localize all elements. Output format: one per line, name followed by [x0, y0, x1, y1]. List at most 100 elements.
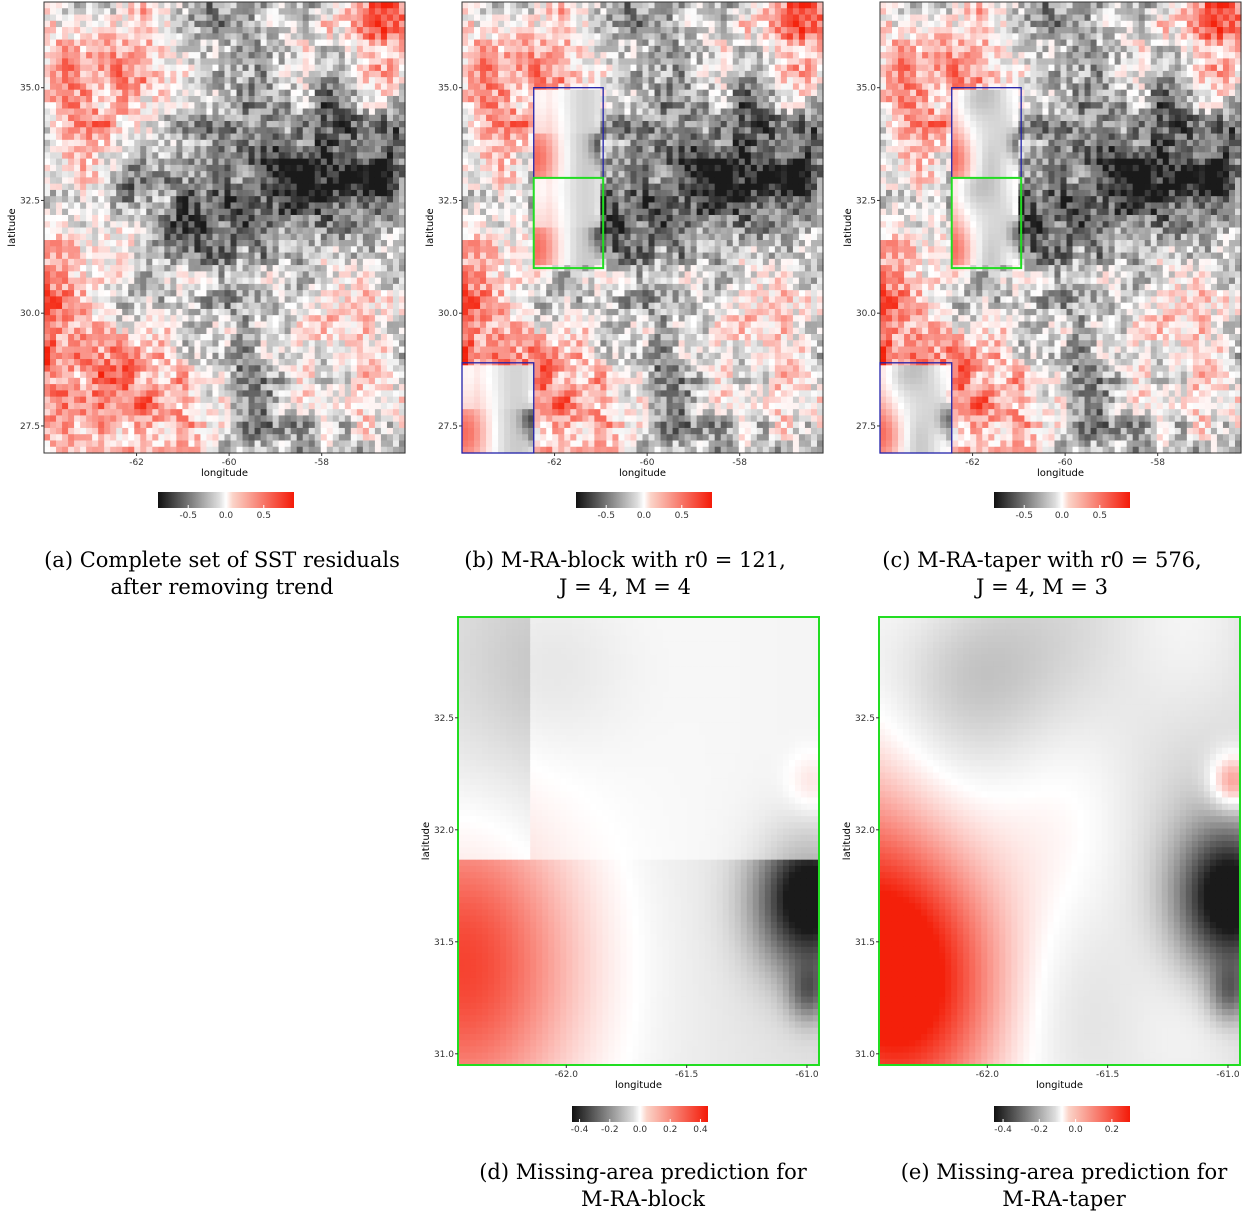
heatmap-cell — [134, 127, 141, 134]
heatmap-cell — [387, 127, 394, 134]
heatmap-cell — [140, 140, 147, 147]
heatmap-cell — [462, 177, 469, 184]
heatmap-cell — [357, 372, 364, 379]
heatmap-cell — [44, 221, 51, 228]
heatmap-cell — [68, 209, 75, 216]
heatmap-cell — [255, 365, 262, 372]
heatmap-cell — [279, 165, 286, 172]
heatmap-cell — [218, 365, 225, 372]
heatmap-cell — [285, 102, 292, 109]
heatmap-cell — [116, 315, 123, 322]
heatmap-cell — [104, 253, 111, 260]
heatmap-cell — [369, 52, 376, 59]
heatmap-cell — [182, 215, 189, 222]
heatmap-cell — [510, 8, 517, 15]
heatmap-cell — [164, 165, 171, 172]
heatmap-cell — [152, 390, 159, 397]
heatmap-cell — [309, 177, 316, 184]
heatmap-cell — [309, 90, 316, 97]
heatmap-cell — [321, 359, 328, 366]
heatmap-cell — [140, 215, 147, 222]
heatmap-cell — [363, 278, 370, 285]
heatmap-cell — [200, 403, 207, 410]
heatmap-cell — [315, 134, 322, 141]
heatmap-cell — [498, 246, 505, 253]
heatmap-cell — [468, 202, 475, 209]
heatmap-cell — [249, 284, 256, 291]
heatmap-cell — [468, 177, 475, 184]
heatmap-cell — [498, 228, 505, 235]
heatmap-cell — [345, 83, 352, 90]
heatmap-cell — [357, 284, 364, 291]
heatmap-cell — [86, 397, 93, 404]
heatmap-cell — [44, 209, 51, 216]
heatmap-cell — [56, 15, 63, 22]
heatmap-cell — [333, 303, 340, 310]
heatmap-cell — [339, 71, 346, 78]
heatmap-cell — [134, 115, 141, 122]
heatmap-cell — [158, 384, 165, 391]
heatmap-cell — [462, 140, 469, 147]
heatmap-cell — [68, 271, 75, 278]
heatmap-cell — [98, 271, 105, 278]
heatmap-cell — [98, 65, 105, 72]
heatmap-cell — [98, 246, 105, 253]
heatmap-cell — [297, 65, 304, 72]
heatmap-cell — [462, 46, 469, 53]
heatmap-cell — [279, 415, 286, 422]
heatmap-cell — [351, 365, 358, 372]
heatmap-cell — [339, 359, 346, 366]
heatmap-cell — [285, 365, 292, 372]
heatmap-cell — [116, 221, 123, 228]
heatmap-cell — [255, 309, 262, 316]
heatmap-cell — [164, 52, 171, 59]
heatmap-cell — [363, 65, 370, 72]
heatmap-cell — [486, 259, 493, 266]
heatmap-cell — [297, 334, 304, 341]
heatmap-cell — [309, 171, 316, 178]
heatmap-cell — [206, 46, 213, 53]
caption-line: after removing trend — [111, 575, 334, 599]
heatmap-cell — [92, 403, 99, 410]
heatmap-cell — [261, 21, 268, 28]
heatmap-cell — [231, 184, 238, 191]
heatmap-cell — [303, 146, 310, 153]
heatmap-cell — [351, 415, 358, 422]
heatmap-cell — [56, 65, 63, 72]
heatmap-cell — [387, 108, 394, 115]
heatmap-cell — [188, 384, 195, 391]
heatmap-cell — [225, 440, 232, 447]
heatmap-cell — [510, 171, 517, 178]
heatmap-cell — [474, 221, 481, 228]
heatmap-cell — [140, 46, 147, 53]
heatmap-cell — [297, 365, 304, 372]
heatmap-cell — [92, 46, 99, 53]
heatmap-cell — [285, 177, 292, 184]
heatmap-cell — [339, 384, 346, 391]
heatmap-cell — [339, 265, 346, 272]
heatmap-cell — [321, 140, 328, 147]
heatmap-cell — [200, 271, 207, 278]
heatmap-cell — [134, 71, 141, 78]
heatmap-cell — [212, 159, 219, 166]
heatmap-cell — [56, 152, 63, 159]
heatmap-cell — [291, 202, 298, 209]
heatmap-cell — [486, 190, 493, 197]
heatmap-cell — [152, 259, 159, 266]
heatmap-cell — [474, 434, 481, 441]
heatmap-cell — [50, 253, 57, 260]
heatmap-cell — [98, 177, 105, 184]
heatmap-cell — [86, 228, 93, 235]
heatmap-cell — [164, 134, 171, 141]
heatmap-cell — [122, 290, 129, 297]
heatmap-cell — [56, 365, 63, 372]
heatmap-cell — [176, 2, 183, 9]
heatmap-cell — [182, 52, 189, 59]
heatmap-cell — [267, 102, 274, 109]
heatmap-cell — [44, 96, 51, 103]
heatmap-cell — [339, 40, 346, 47]
heatmap-cell — [510, 215, 517, 222]
heatmap-cell — [291, 165, 298, 172]
heatmap-cell — [462, 365, 469, 372]
heatmap-cell — [249, 21, 256, 28]
